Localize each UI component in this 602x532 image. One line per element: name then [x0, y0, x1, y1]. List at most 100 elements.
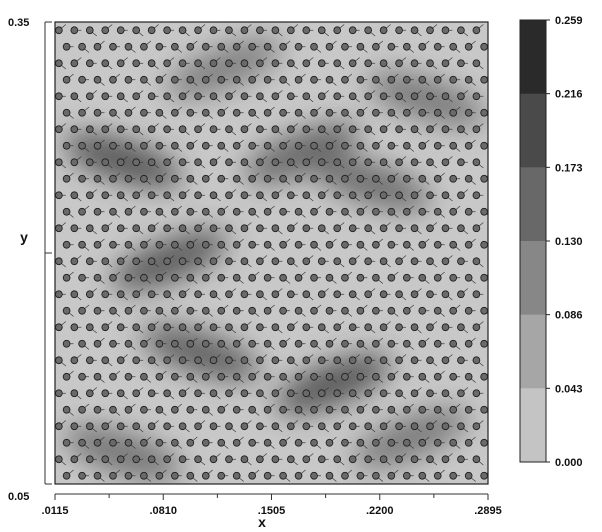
marker-dot [232, 108, 241, 117]
marker-dot [155, 108, 164, 117]
marker-dot [317, 59, 326, 68]
marker-dot [410, 389, 419, 398]
marker-dot [379, 455, 388, 464]
marker-dot [449, 42, 458, 51]
marker-dot [302, 191, 311, 200]
marker-dot [379, 224, 388, 233]
marker-dot [256, 92, 264, 101]
marker-dot [85, 257, 94, 266]
marker-dot [457, 224, 465, 233]
marker-dot [464, 273, 473, 282]
marker-dot [379, 290, 388, 299]
marker-dot [364, 158, 373, 167]
marker-dot [124, 174, 133, 183]
marker-dot [333, 59, 342, 68]
marker-dot [356, 339, 365, 348]
marker-dot [294, 75, 303, 84]
marker-dot [449, 339, 458, 348]
marker-dot [78, 174, 86, 183]
marker-dot [464, 108, 473, 117]
marker-dot [163, 158, 171, 167]
marker-dot [271, 323, 280, 332]
marker-dot [395, 389, 403, 398]
marker-dot [395, 191, 403, 200]
marker-dot [472, 158, 481, 167]
marker-dot [472, 323, 481, 332]
marker-dot [217, 141, 226, 150]
marker-dot [372, 405, 380, 414]
marker-dot [62, 372, 71, 381]
marker-dot [356, 174, 365, 183]
marker-dot [271, 422, 280, 431]
marker-dot [364, 26, 373, 35]
marker-dot [286, 290, 295, 299]
marker-dot [286, 455, 295, 464]
marker-dot [402, 438, 411, 447]
marker-dot [225, 158, 233, 167]
marker-dot [480, 42, 488, 51]
marker-dot [70, 26, 79, 35]
marker-dot [109, 75, 117, 84]
marker-dot [78, 471, 86, 480]
marker-dot [418, 240, 427, 249]
marker-dot [217, 207, 226, 216]
marker-dot [201, 75, 210, 84]
marker-dot [85, 290, 94, 299]
marker-dot [155, 174, 164, 183]
marker-dot [418, 405, 427, 414]
marker-dot [310, 306, 318, 315]
marker-dot [426, 422, 434, 431]
marker-dot [433, 471, 442, 480]
marker-dot [286, 389, 295, 398]
marker-dot [449, 141, 458, 150]
marker-dot [464, 471, 473, 480]
marker-dot [201, 438, 210, 447]
marker-dot [248, 207, 257, 216]
marker-dot [279, 273, 287, 282]
marker-dot [170, 372, 179, 381]
marker-dot [186, 240, 195, 249]
marker-dot [248, 108, 257, 117]
marker-dot [356, 141, 365, 150]
dark-region [352, 408, 469, 468]
marker-dot [240, 257, 249, 266]
marker-dot [480, 108, 488, 117]
marker-dot [256, 191, 264, 200]
marker-dot [70, 323, 79, 332]
marker-dot [364, 422, 373, 431]
marker-dot [132, 422, 141, 431]
marker-dot [124, 141, 133, 150]
marker-dot [310, 438, 318, 447]
marker-dot [317, 257, 326, 266]
marker-dot [294, 372, 303, 381]
marker-dot [348, 59, 357, 68]
marker-dot [186, 405, 195, 414]
marker-dot [464, 207, 473, 216]
marker-dot [186, 75, 195, 84]
marker-dot [279, 405, 287, 414]
marker-dot [286, 323, 295, 332]
marker-dot [225, 455, 233, 464]
marker-dot [341, 174, 349, 183]
colorbar: 0.259 0.216 0.173 0.130 0.086 0.043 0.000 [519, 15, 583, 469]
marker-dot [364, 290, 373, 299]
marker-dot [263, 42, 272, 51]
marker-dot [449, 240, 458, 249]
marker-dot [109, 405, 117, 414]
marker-dot [201, 240, 210, 249]
marker-dot [163, 59, 171, 68]
marker-dot [240, 158, 249, 167]
marker-dot [457, 290, 465, 299]
colorbar-label: 0.043 [555, 383, 583, 395]
marker-dot [217, 273, 226, 282]
marker-dot [248, 339, 257, 348]
marker-dot [279, 207, 287, 216]
marker-dot [286, 422, 295, 431]
marker-dot [325, 141, 334, 150]
marker-dot [325, 273, 334, 282]
marker-dot [263, 174, 272, 183]
marker-dot [85, 224, 94, 233]
marker-dot [294, 438, 303, 447]
marker-dot [402, 174, 411, 183]
marker-dot [348, 356, 357, 365]
